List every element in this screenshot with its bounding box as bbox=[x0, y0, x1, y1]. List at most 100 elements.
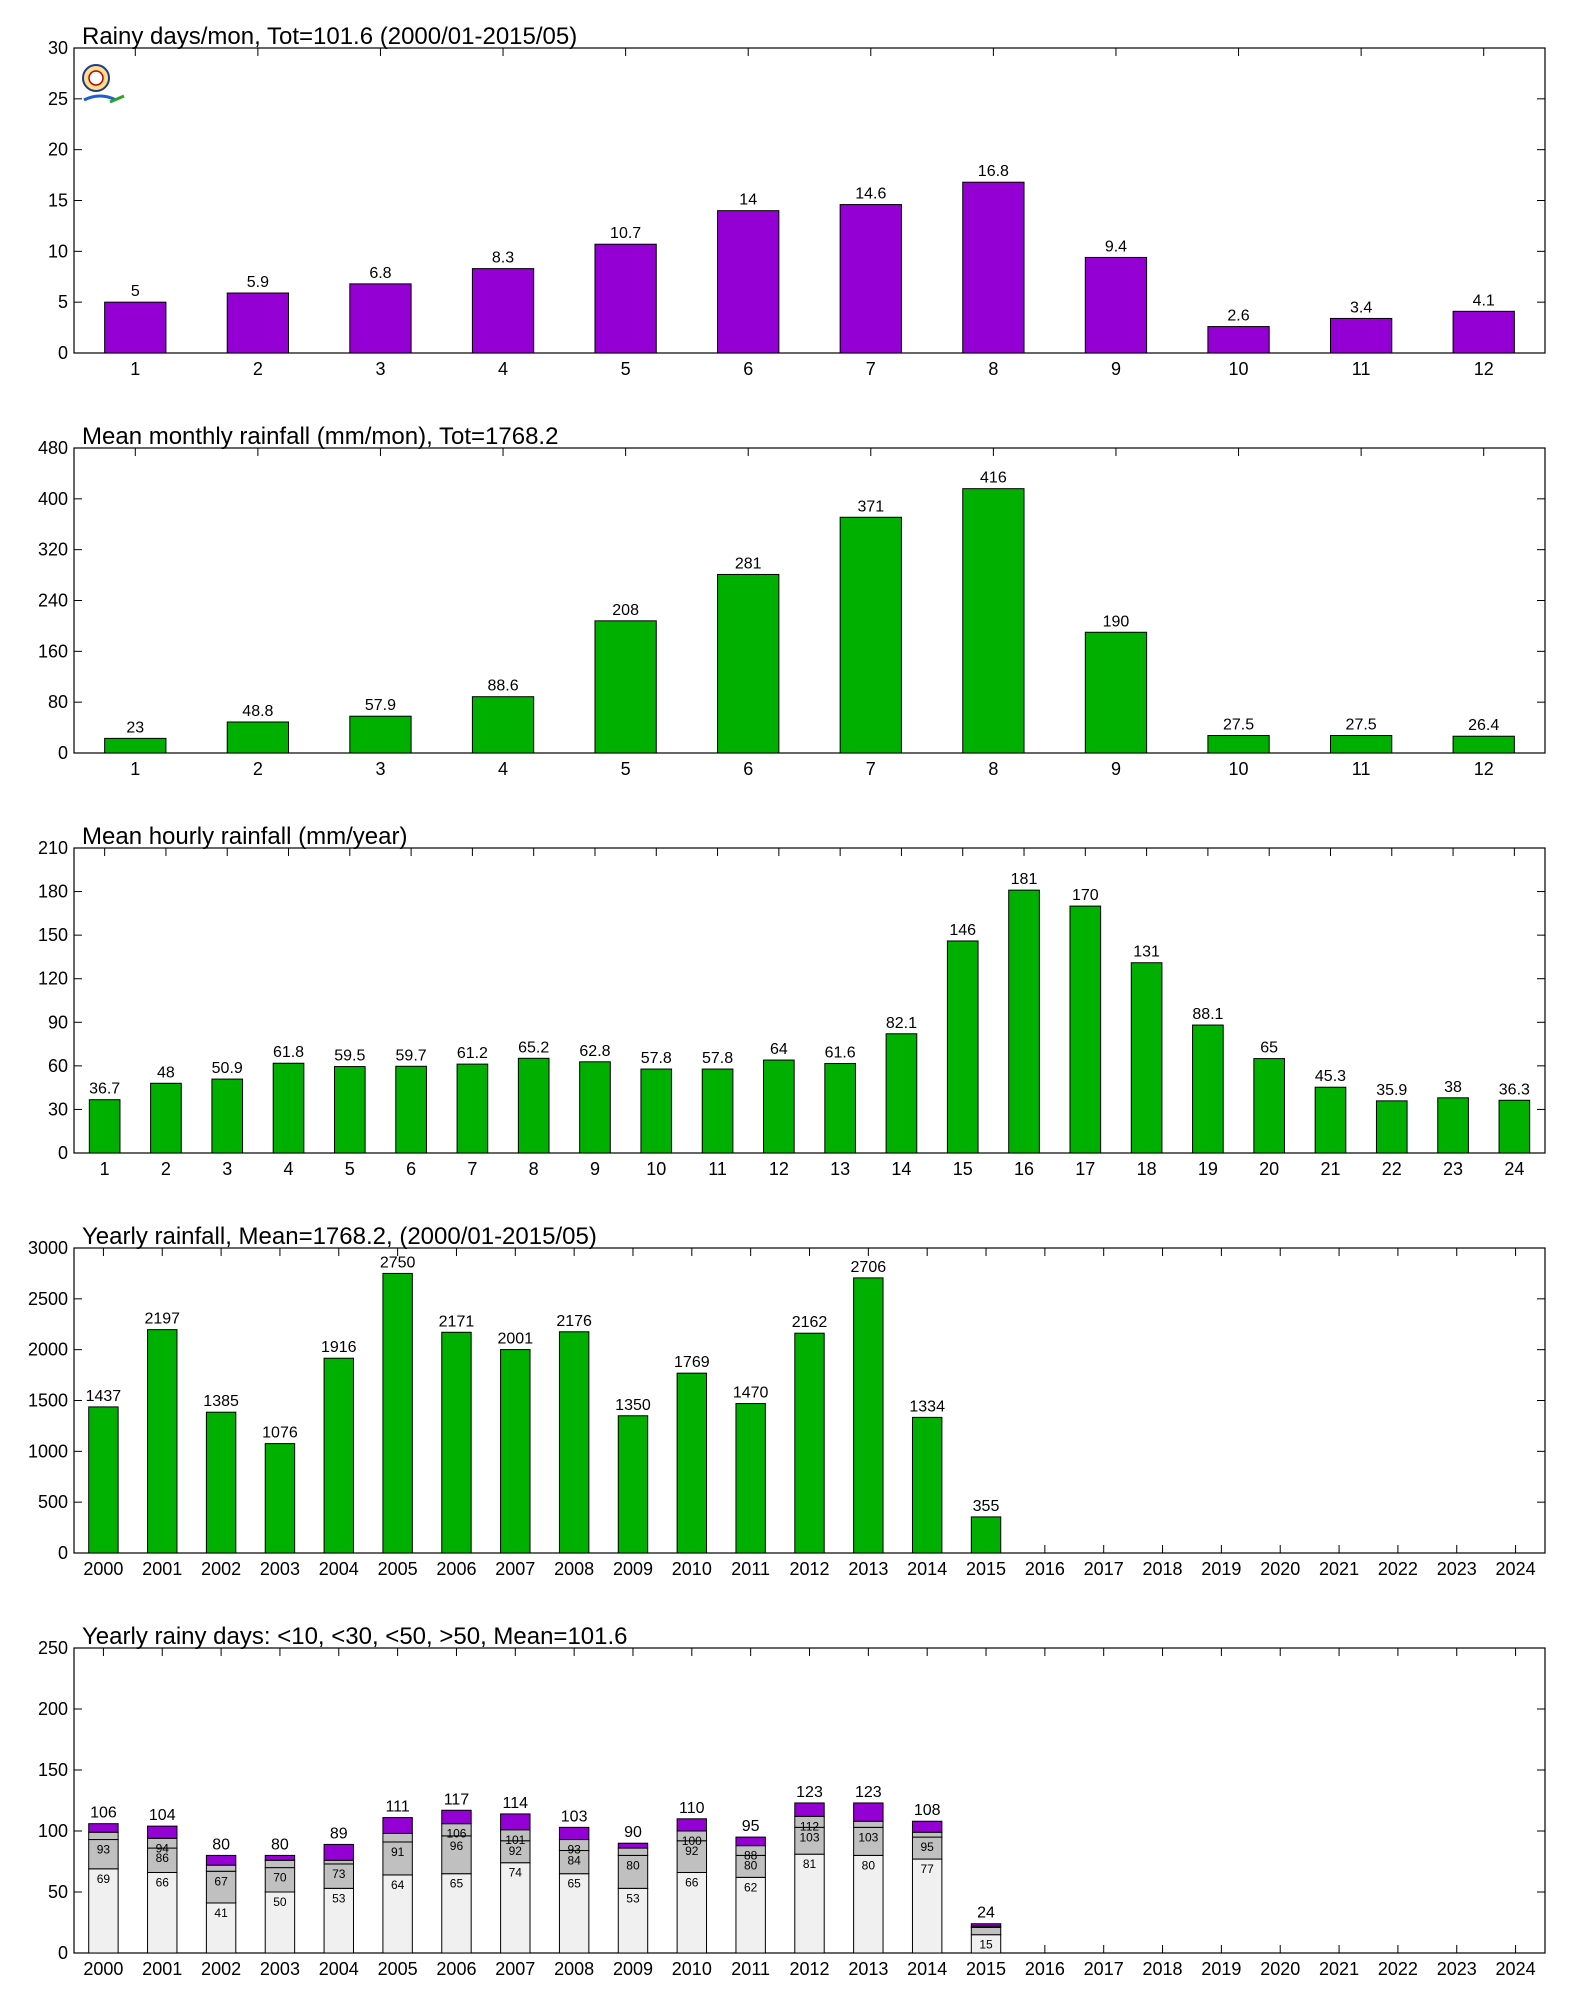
bar bbox=[558, 1331, 590, 1554]
x-tick-label: 16 bbox=[1014, 1159, 1034, 1179]
chart-title: Yearly rainfall, Mean=1768.2, (2000/01-2… bbox=[82, 1223, 597, 1250]
y-tick-label: 150 bbox=[38, 925, 68, 945]
y-tick-label: 0 bbox=[58, 1543, 68, 1563]
data-label: 48.8 bbox=[242, 703, 273, 720]
data-label: 2171 bbox=[439, 1313, 475, 1330]
y-tick-label: 400 bbox=[38, 489, 68, 509]
bar bbox=[1452, 735, 1515, 754]
bar-segment-lt30 bbox=[323, 1863, 354, 1889]
data-label: 110 bbox=[679, 1800, 705, 1817]
segment-label: 66 bbox=[685, 1875, 699, 1889]
data-label: 2162 bbox=[792, 1314, 828, 1331]
bar-segment-lt30 bbox=[441, 1835, 472, 1875]
data-label: 61.2 bbox=[457, 1045, 488, 1062]
x-tick-label: 2002 bbox=[201, 1559, 241, 1579]
bar-segment-lt10 bbox=[911, 1858, 943, 1954]
data-label: 108 bbox=[914, 1802, 941, 1819]
x-tick-label: 2012 bbox=[789, 1559, 829, 1579]
segment-label: 70 bbox=[273, 1871, 287, 1885]
data-label: 9.4 bbox=[1105, 238, 1127, 255]
bar bbox=[150, 1082, 182, 1154]
data-label: 65 bbox=[1260, 1040, 1278, 1057]
data-label: 88.6 bbox=[487, 678, 518, 695]
x-tick-label: 2014 bbox=[907, 1559, 947, 1579]
y-tick-label: 1500 bbox=[28, 1391, 68, 1411]
segment-label: 73 bbox=[332, 1867, 346, 1881]
chart-mean-hourly-rainfall: Mean hourly rainfall (mm/year) 030609012… bbox=[38, 823, 1546, 1179]
y-tick-label: 210 bbox=[38, 838, 68, 858]
plot-frame bbox=[73, 447, 1546, 754]
data-label: 1437 bbox=[86, 1388, 122, 1405]
data-label: 65.2 bbox=[518, 1039, 549, 1056]
x-tick-label: 7 bbox=[866, 759, 876, 779]
bar-segment-total bbox=[441, 1809, 472, 1825]
data-label: 1470 bbox=[733, 1385, 769, 1402]
x-tick-label: 2000 bbox=[83, 1559, 123, 1579]
x-tick-label: 2019 bbox=[1201, 1559, 1241, 1579]
bar bbox=[617, 1415, 649, 1554]
bar bbox=[441, 1331, 472, 1554]
data-label: 89 bbox=[330, 1825, 348, 1842]
bar-segment-total bbox=[205, 1854, 237, 1866]
x-tick-label: 2010 bbox=[672, 1959, 712, 1979]
segment-label: 69 bbox=[97, 1872, 111, 1886]
data-label: 50.9 bbox=[212, 1060, 243, 1077]
segment-label: 88 bbox=[744, 1849, 758, 1863]
x-tick-label: 2017 bbox=[1084, 1559, 1124, 1579]
bar-segment-lt10 bbox=[323, 1887, 354, 1954]
x-tick-label: 2007 bbox=[495, 1959, 535, 1979]
bar-segment-lt50 bbox=[911, 1831, 943, 1838]
x-tick-label: 2001 bbox=[142, 1559, 182, 1579]
bar-segment-lt30 bbox=[147, 1847, 178, 1873]
bar-segment-lt30 bbox=[676, 1840, 708, 1873]
y-tick-label: 150 bbox=[38, 1760, 68, 1780]
data-label: 170 bbox=[1072, 887, 1099, 904]
data-label: 16.8 bbox=[978, 163, 1009, 180]
data-label: 2176 bbox=[556, 1313, 592, 1330]
x-tick-label: 2024 bbox=[1496, 1959, 1536, 1979]
bar-segment-lt50 bbox=[205, 1864, 237, 1872]
bar bbox=[471, 268, 535, 354]
bar bbox=[349, 715, 412, 754]
bar bbox=[946, 940, 979, 1154]
x-tick-label: 2021 bbox=[1319, 1959, 1359, 1979]
data-label: 106 bbox=[90, 1805, 117, 1822]
x-tick-label: 6 bbox=[743, 359, 753, 379]
data-label: 26.4 bbox=[1468, 717, 1499, 734]
data-label: 2.6 bbox=[1227, 308, 1249, 325]
bar bbox=[226, 721, 290, 754]
bar-segment-total bbox=[853, 1802, 884, 1822]
y-tick-label: 120 bbox=[38, 969, 68, 989]
x-tick-label: 5 bbox=[621, 759, 631, 779]
x-tick-label: 2016 bbox=[1025, 1559, 1065, 1579]
bar bbox=[382, 1272, 413, 1554]
data-label: 14.6 bbox=[855, 186, 886, 203]
y-tick-label: 80 bbox=[48, 692, 68, 712]
x-tick-label: 2 bbox=[253, 359, 263, 379]
data-label: 59.5 bbox=[334, 1048, 365, 1065]
segment-label: 65 bbox=[567, 1877, 581, 1891]
x-tick-label: 2021 bbox=[1319, 1559, 1359, 1579]
segment-label: 62 bbox=[744, 1880, 758, 1894]
x-tick-label: 6 bbox=[406, 1159, 416, 1179]
bar-segment-total bbox=[676, 1818, 708, 1832]
x-tick-label: 11 bbox=[1352, 359, 1371, 379]
y-tick-label: 0 bbox=[58, 1143, 68, 1163]
y-tick-label: 2500 bbox=[28, 1289, 68, 1309]
x-tick-label: 4 bbox=[498, 759, 508, 779]
data-label: 123 bbox=[796, 1784, 823, 1801]
data-label: 64 bbox=[770, 1041, 788, 1058]
bar bbox=[88, 1406, 119, 1554]
y-tick-label: 0 bbox=[58, 1943, 68, 1963]
bar bbox=[1437, 1097, 1469, 1154]
data-label: 1334 bbox=[909, 1398, 945, 1415]
x-tick-label: 2013 bbox=[848, 1959, 888, 1979]
bar-segment-lt10 bbox=[264, 1891, 296, 1954]
bar-segment-lt50 bbox=[323, 1859, 354, 1865]
data-label: 48 bbox=[157, 1064, 175, 1081]
data-label: 181 bbox=[1011, 871, 1038, 888]
bar bbox=[1375, 1100, 1408, 1154]
segment-label: 86 bbox=[156, 1851, 170, 1865]
x-tick-label: 13 bbox=[830, 1159, 850, 1179]
